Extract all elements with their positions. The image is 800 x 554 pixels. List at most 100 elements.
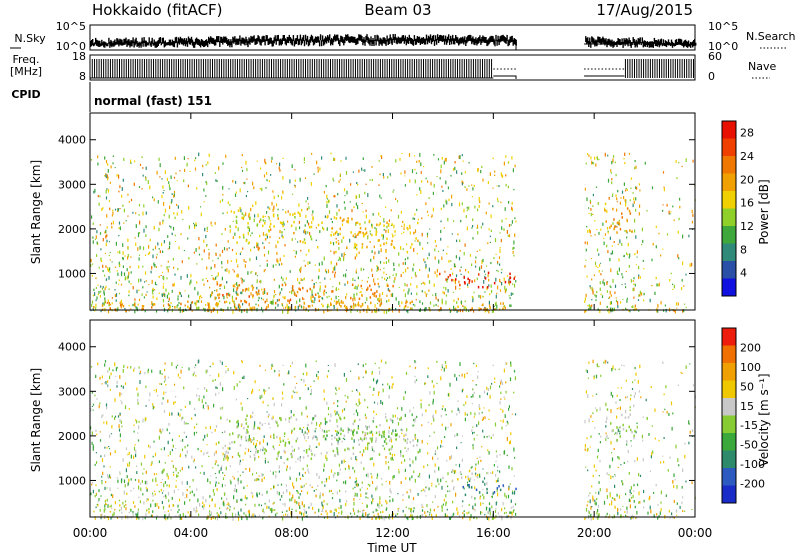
feature-cell: [236, 286, 239, 290]
echo-cell: [168, 214, 170, 219]
echo-cell: [610, 294, 612, 297]
echo-cell: [392, 419, 394, 424]
echo-cell: [423, 166, 425, 168]
feature-cell: [250, 307, 253, 310]
echo-cell: [259, 265, 261, 267]
echo-cell: [625, 286, 627, 289]
echo-cell: [274, 509, 276, 511]
echo-cell: [345, 490, 347, 493]
echo-cell: [288, 306, 290, 311]
nsky-bar: [607, 39, 609, 46]
nsky-bar: [663, 43, 666, 46]
echo-cell: [449, 490, 451, 492]
nsky-bar: [323, 38, 326, 45]
echo-cell: [463, 404, 465, 406]
echo-cell: [250, 450, 252, 452]
nsky-bar: [377, 35, 379, 42]
echo-cell: [221, 361, 223, 365]
echo-cell: [689, 430, 691, 434]
feature-cell: [631, 230, 633, 233]
nsky-bar: [298, 38, 301, 45]
echo-cell: [595, 492, 597, 494]
nsky-bar: [605, 38, 607, 45]
nsky-bar: [389, 34, 391, 41]
echo-cell: [679, 205, 681, 209]
echo-cell: [585, 248, 587, 252]
echo-cell: [123, 208, 125, 213]
nsky-bar: [271, 40, 273, 47]
echo-cell: [487, 471, 489, 475]
echo-cell: [91, 303, 93, 307]
echo-cell: [367, 286, 369, 290]
feature-cell: [243, 236, 245, 239]
echo-cell: [343, 372, 345, 377]
nsky-bar: [172, 40, 175, 47]
nsky-bar: [103, 41, 105, 48]
echo-cell: [113, 511, 115, 516]
echo-cell: [466, 512, 468, 515]
echo-cell: [445, 502, 447, 507]
nsky-bar: [647, 42, 649, 46]
echo-cell: [171, 232, 173, 236]
echo-cell: [239, 474, 241, 477]
nsky-bar: [105, 42, 107, 46]
echo-cell: [368, 442, 370, 445]
echo-cell: [284, 244, 286, 247]
echo-cell: [206, 245, 208, 248]
echo-cell: [294, 238, 296, 240]
echo-cell: [592, 359, 594, 364]
echo-cell: [128, 464, 130, 467]
echo-cell: [284, 281, 286, 284]
echo-cell: [596, 409, 598, 412]
echo-cell: [315, 227, 317, 229]
nsky-bar: [159, 37, 161, 43]
nsky-bar: [240, 39, 242, 46]
echo-cell: [328, 305, 330, 308]
feature-cell: [304, 241, 306, 245]
echo-cell: [612, 476, 614, 478]
nsky-bar: [452, 34, 454, 41]
nsky-bar: [217, 36, 219, 43]
echo-cell: [513, 475, 515, 477]
echo-cell: [591, 304, 593, 307]
echo-cell: [176, 203, 178, 206]
echo-cell: [162, 469, 164, 474]
nsky-bar: [690, 41, 692, 48]
echo-cell: [617, 273, 619, 276]
echo-cell: [358, 169, 360, 173]
nsky-bar: [369, 39, 371, 46]
echo-cell: [504, 507, 506, 510]
echo-cell: [691, 262, 693, 267]
echo-cell: [317, 292, 319, 294]
echo-cell: [610, 171, 612, 174]
echo-cell: [614, 474, 616, 476]
echo-cell: [202, 501, 204, 504]
echo-cell: [251, 285, 253, 288]
echo-cell: [630, 492, 632, 494]
feature-cell: [235, 225, 237, 229]
nsky-bar: [504, 37, 506, 43]
echo-cell: [462, 305, 464, 307]
echo-cell: [589, 199, 591, 203]
echo-cell: [210, 294, 213, 297]
echo-cell: [598, 231, 600, 235]
echo-cell: [468, 185, 470, 187]
echo-cell: [187, 423, 189, 425]
nsky-bar: [695, 42, 697, 46]
echo-cell: [295, 477, 298, 482]
nsky-bar: [281, 38, 283, 45]
nsky-bar: [218, 36, 220, 42]
echo-cell: [477, 168, 479, 172]
echo-cell: [283, 383, 285, 386]
echo-cell: [272, 299, 274, 303]
echo-cell: [424, 511, 426, 515]
echo-cell: [356, 286, 358, 290]
echo-cell: [272, 190, 274, 193]
echo-cell: [441, 423, 443, 427]
echo-cell: [416, 252, 418, 255]
nsky-bar: [619, 39, 621, 46]
echo-cell: [394, 414, 396, 418]
echo-cell: [219, 200, 221, 203]
echo-cell: [408, 495, 410, 499]
echo-cell: [345, 296, 347, 300]
